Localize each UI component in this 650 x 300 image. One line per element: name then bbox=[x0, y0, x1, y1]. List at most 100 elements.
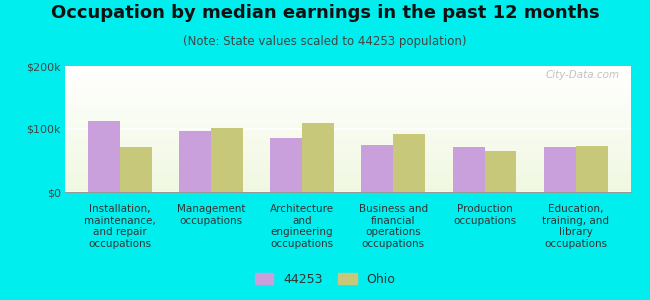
Bar bbox=[65, 108, 630, 109]
Text: (Note: State values scaled to 44253 population): (Note: State values scaled to 44253 popu… bbox=[183, 34, 467, 47]
Text: Management
occupations: Management occupations bbox=[177, 204, 245, 226]
Bar bbox=[65, 149, 630, 150]
Bar bbox=[65, 181, 630, 182]
Bar bbox=[65, 136, 630, 138]
Bar bbox=[179, 131, 211, 192]
Bar bbox=[484, 151, 517, 192]
Bar bbox=[65, 138, 630, 139]
Bar bbox=[65, 89, 630, 90]
Bar bbox=[65, 72, 630, 74]
Bar bbox=[65, 109, 630, 110]
Bar bbox=[65, 172, 630, 173]
Bar bbox=[65, 128, 630, 129]
Bar bbox=[65, 174, 630, 175]
Bar bbox=[302, 123, 334, 192]
Bar bbox=[65, 106, 630, 108]
Bar bbox=[65, 86, 630, 87]
Bar bbox=[65, 150, 630, 152]
Bar bbox=[65, 173, 630, 174]
Bar bbox=[65, 127, 630, 128]
Bar bbox=[65, 187, 630, 188]
Bar bbox=[65, 134, 630, 135]
Bar bbox=[65, 124, 630, 125]
Bar bbox=[65, 99, 630, 100]
Bar bbox=[65, 171, 630, 172]
Bar bbox=[65, 114, 630, 115]
Bar bbox=[65, 80, 630, 81]
Bar bbox=[65, 154, 630, 155]
Bar bbox=[65, 163, 630, 164]
Bar bbox=[65, 125, 630, 127]
Bar bbox=[65, 159, 630, 160]
Bar bbox=[65, 160, 630, 162]
Bar bbox=[65, 147, 630, 148]
Bar bbox=[65, 148, 630, 149]
Bar bbox=[65, 85, 630, 86]
Bar bbox=[65, 131, 630, 133]
Legend: 44253, Ohio: 44253, Ohio bbox=[250, 268, 400, 291]
Bar bbox=[65, 169, 630, 171]
Bar bbox=[65, 118, 630, 119]
Bar bbox=[65, 87, 630, 89]
Text: Occupation by median earnings in the past 12 months: Occupation by median earnings in the pas… bbox=[51, 4, 599, 22]
Bar bbox=[65, 115, 630, 116]
Bar bbox=[65, 71, 630, 72]
Bar bbox=[65, 79, 630, 80]
Bar bbox=[65, 67, 630, 68]
Bar bbox=[65, 101, 630, 103]
Bar bbox=[65, 104, 630, 105]
Bar bbox=[65, 82, 630, 84]
Bar bbox=[65, 98, 630, 99]
Bar bbox=[65, 177, 630, 178]
Bar bbox=[65, 77, 630, 79]
Bar bbox=[65, 122, 630, 123]
Bar bbox=[65, 133, 630, 134]
Text: Production
occupations: Production occupations bbox=[453, 204, 516, 226]
Bar bbox=[65, 146, 630, 147]
Bar bbox=[65, 81, 630, 82]
Bar bbox=[65, 158, 630, 159]
Bar bbox=[65, 130, 630, 131]
Bar bbox=[65, 186, 630, 187]
Bar bbox=[65, 190, 630, 191]
Bar bbox=[65, 139, 630, 140]
Bar bbox=[361, 145, 393, 192]
Text: City-Data.com: City-Data.com bbox=[545, 70, 619, 80]
Bar bbox=[65, 153, 630, 154]
Bar bbox=[65, 111, 630, 112]
Bar bbox=[65, 123, 630, 124]
Bar bbox=[65, 178, 630, 179]
Bar bbox=[65, 191, 630, 192]
Bar bbox=[65, 188, 630, 190]
Bar bbox=[65, 66, 630, 67]
Bar bbox=[65, 162, 630, 163]
Bar bbox=[65, 95, 630, 96]
Text: Architecture
and
engineering
occupations: Architecture and engineering occupations bbox=[270, 204, 334, 249]
Bar bbox=[65, 103, 630, 104]
Bar bbox=[65, 182, 630, 183]
Bar bbox=[211, 128, 243, 192]
Bar bbox=[65, 90, 630, 91]
Bar bbox=[65, 94, 630, 95]
Bar bbox=[65, 84, 630, 85]
Bar bbox=[65, 116, 630, 118]
Bar bbox=[65, 184, 630, 186]
Bar bbox=[65, 183, 630, 184]
Bar bbox=[65, 68, 630, 70]
Bar bbox=[65, 70, 630, 71]
Text: Education,
training, and
library
occupations: Education, training, and library occupat… bbox=[542, 204, 609, 249]
Bar bbox=[65, 167, 630, 168]
Bar bbox=[120, 147, 151, 192]
Bar bbox=[65, 110, 630, 111]
Text: Business and
financial
operations
occupations: Business and financial operations occupa… bbox=[359, 204, 428, 249]
Bar bbox=[65, 164, 630, 166]
Bar bbox=[65, 155, 630, 157]
Bar bbox=[65, 129, 630, 130]
Bar bbox=[65, 168, 630, 169]
Bar bbox=[65, 119, 630, 120]
Bar bbox=[65, 152, 630, 153]
Bar bbox=[65, 120, 630, 122]
Bar bbox=[544, 147, 576, 192]
Bar bbox=[65, 142, 630, 143]
Bar bbox=[65, 179, 630, 181]
